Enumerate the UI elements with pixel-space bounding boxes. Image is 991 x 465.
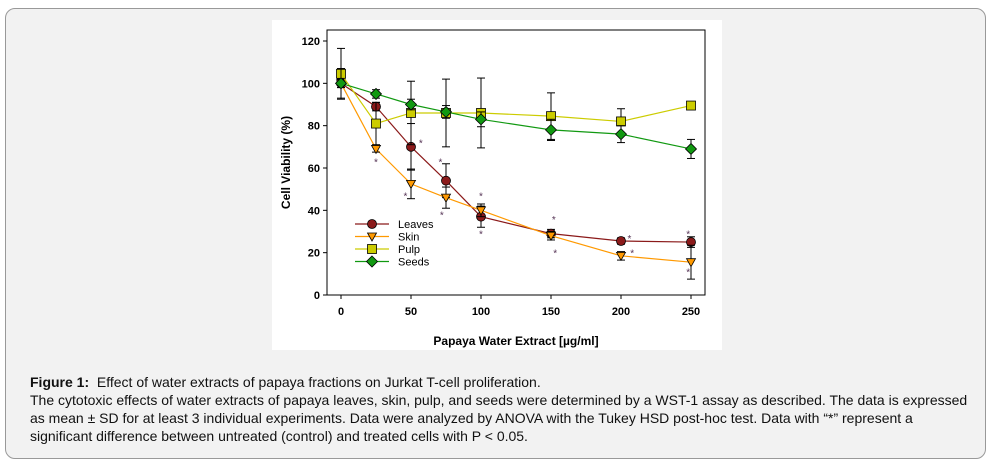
x-axis-label: Papaya Water Extract [µg/ml] [433, 334, 598, 348]
legend-label-pulp: Pulp [398, 244, 420, 256]
legend-marker-leaves [367, 219, 377, 229]
y-tick-label: 120 [302, 36, 320, 48]
significance-asterisk: * [440, 211, 444, 222]
data-point-seeds [404, 98, 418, 111]
y-tick-label: 40 [308, 205, 320, 217]
significance-asterisk: * [419, 139, 423, 150]
chart-svg: 0 50 100 150 200 250 0 20 40 60 80 100 120 Papaya Wat… [279, 29, 706, 348]
data-point-pulp [686, 100, 696, 111]
significance-asterisk: * [686, 268, 690, 279]
caption-body: The cytotoxic effects of water extracts … [30, 392, 968, 444]
data-point-skin [370, 145, 382, 155]
legend-marker-skin [366, 232, 378, 242]
caption-title: Effect of water extracts of papaya fract… [96, 374, 541, 390]
significance-asterisk: * [479, 230, 483, 241]
data-point-skin [615, 251, 627, 262]
series-line-pulp [340, 73, 692, 125]
figure-caption: Figure 1: Effect of water extracts of pa… [30, 373, 970, 445]
significance-asterisk: * [403, 192, 407, 203]
data-point-seeds [614, 128, 628, 141]
data-point-seeds [369, 87, 383, 100]
x-tick-label: 200 [612, 306, 630, 318]
y-tick-label: 60 [308, 163, 320, 175]
data-point-seeds [684, 142, 698, 156]
caption-label: Figure 1: [30, 374, 90, 390]
series-line-skin [340, 83, 692, 263]
series-line-seeds [340, 82, 692, 150]
x-tick-label: 50 [405, 306, 417, 318]
y-axis-label: Cell Viability (%) [279, 116, 293, 209]
data-point-pulp [616, 116, 626, 127]
data-point-skin [685, 258, 697, 268]
chart-panel: 0 50 100 150 200 250 0 20 40 60 80 100 120 Papaya Wat… [272, 20, 722, 350]
y-tick-label: 20 [308, 248, 320, 260]
y-tick-label: 0 [314, 290, 320, 302]
data-point-skin [405, 179, 417, 190]
series-line-leaves [340, 82, 692, 243]
significance-asterisk: * [374, 158, 378, 169]
legend-label-leaves: Leaves [398, 219, 434, 231]
data-point-leaves [441, 175, 451, 186]
significance-asterisk: * [553, 249, 557, 260]
x-tick-label: 0 [338, 306, 344, 318]
significance-asterisk: * [438, 158, 442, 169]
data-point-pulp [371, 118, 381, 129]
significance-asterisk: * [552, 215, 556, 226]
data-point-skin [475, 206, 487, 216]
x-tick-label: 150 [542, 306, 560, 318]
data-point-seeds [439, 105, 453, 118]
data-point-seeds [334, 77, 348, 90]
data-point-seeds [474, 113, 488, 126]
plot-frame [326, 29, 706, 296]
legend-marker-pulp [367, 244, 377, 254]
data-point-seeds [544, 123, 558, 136]
legend-label-seeds: Seeds [398, 257, 430, 269]
data-point-leaves [616, 236, 626, 246]
legend-label-skin: Skin [398, 232, 419, 244]
significance-asterisk: * [479, 192, 483, 203]
legend-marker-seeds [365, 255, 379, 268]
significance-asterisk: * [630, 249, 634, 260]
x-tick-label: 100 [472, 306, 490, 318]
y-tick-label: 100 [302, 78, 320, 90]
x-tick-label: 250 [682, 306, 700, 318]
y-tick-label: 80 [308, 121, 320, 133]
significance-asterisk: * [627, 234, 631, 245]
data-point-skin [545, 231, 557, 242]
data-point-skin [440, 193, 452, 203]
significance-asterisk: * [686, 230, 690, 241]
